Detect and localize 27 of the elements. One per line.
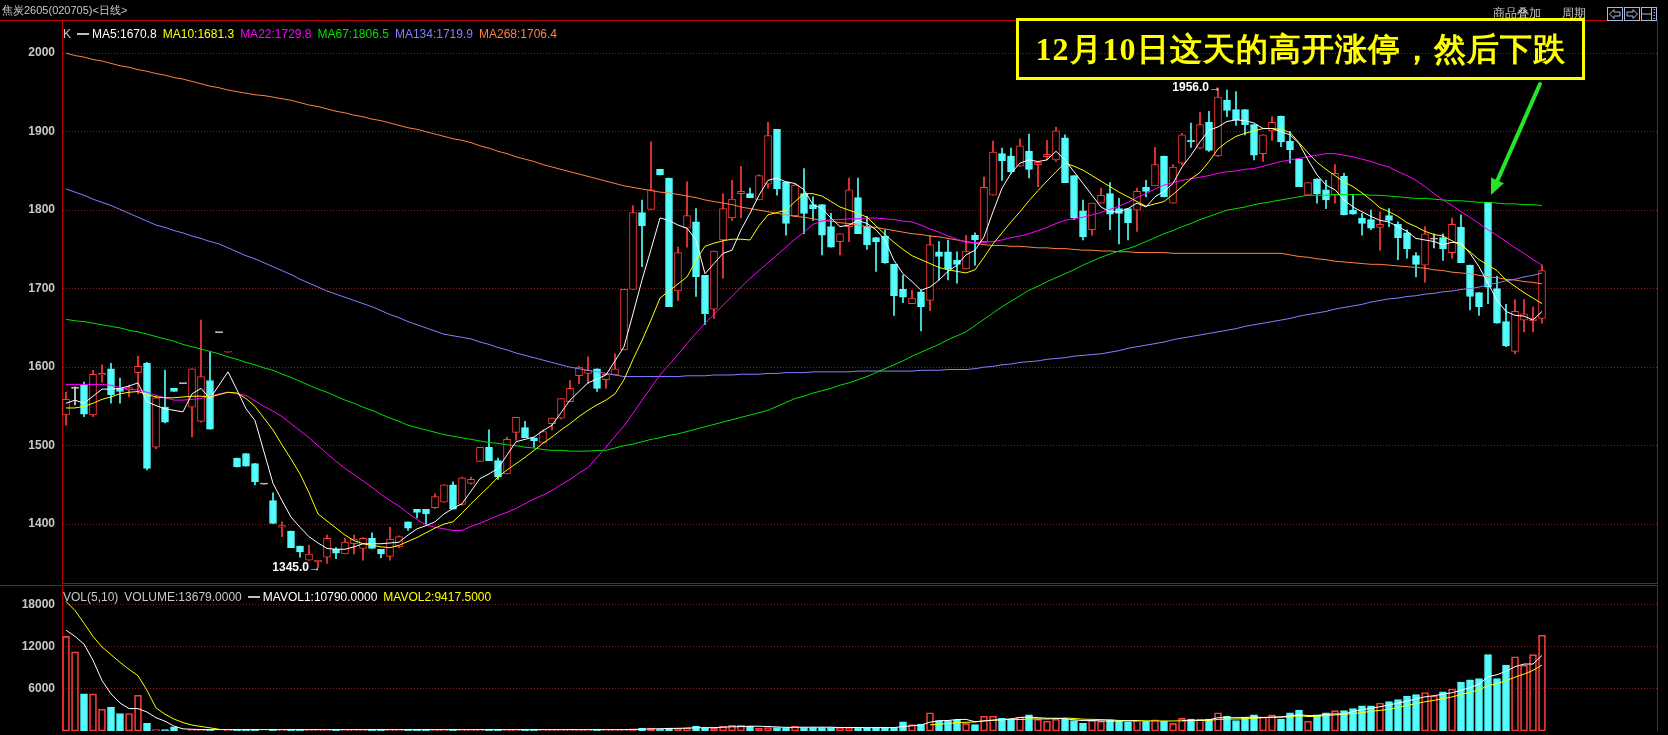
legend-title: VOLUME:13679.0000 — [124, 590, 242, 604]
legend-label: MA5:1670.8 — [92, 27, 157, 41]
text: MAVOL2:9417.5000 — [383, 590, 492, 604]
text: MA268:1706.4 — [478, 27, 558, 41]
legend-label: MAVOL1:10790.0000 — [262, 590, 378, 604]
chart-title: VOL(5,10) — [63, 590, 119, 604]
y-tick-label: 18000 — [21, 597, 56, 612]
y-tick-label: 12000 — [21, 639, 56, 654]
text: MA134:1719.9 — [394, 27, 473, 41]
text: 商品叠加 — [1493, 6, 1541, 20]
annotation: 12月10日这天的高开涨停，然后下跌 — [1035, 31, 1566, 67]
chart-title: 焦炭2605(020705)<日线> — [2, 4, 128, 17]
legend-title: K — [63, 27, 72, 41]
y-tick-label: 6000 — [28, 681, 56, 696]
y-tick-label: 1800 — [28, 202, 56, 217]
text: MA67:1806.5 — [317, 27, 389, 41]
text: MA10:1681.3 — [162, 27, 235, 41]
text: MA22:1729.8 — [240, 27, 312, 41]
y-tick-label: 2000 — [28, 45, 56, 60]
annotation: 1345.0→ — [272, 559, 321, 574]
y-tick-label: 1600 — [28, 359, 56, 374]
annotation: 1956.0→ — [1172, 80, 1221, 95]
y-tick-label: 1900 — [28, 123, 56, 138]
y-tick-label: 1400 — [28, 516, 56, 531]
text: 周期 — [1562, 6, 1586, 20]
y-tick-label: 1500 — [28, 437, 56, 452]
y-tick-label: 1700 — [28, 280, 56, 295]
